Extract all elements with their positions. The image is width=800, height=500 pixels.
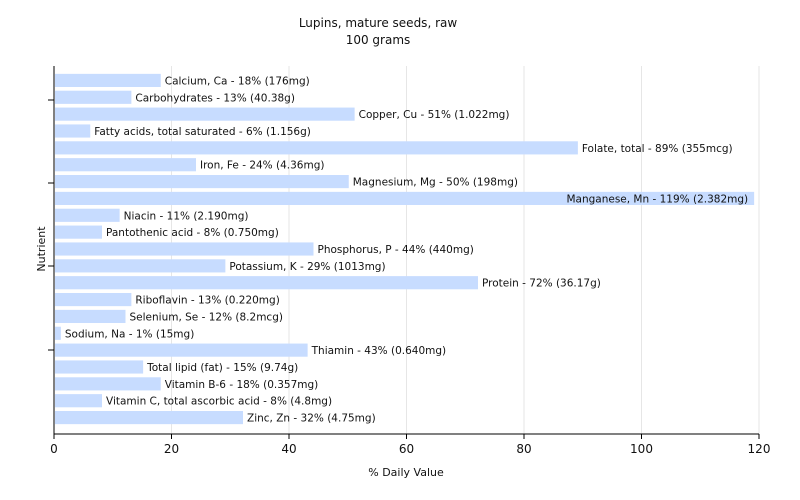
bar — [55, 377, 161, 391]
bar — [55, 360, 144, 374]
bar — [55, 259, 226, 273]
y-axis-title: Nutrient — [35, 226, 48, 272]
bar — [55, 141, 578, 155]
bar-data-label: Carbohydrates - 13% (40.38g) — [135, 92, 295, 104]
bar-data-label: Zinc, Zn - 32% (4.75mg) — [247, 413, 376, 425]
bar — [55, 242, 314, 256]
bar-data-label: Potassium, K - 29% (1013mg) — [229, 261, 385, 273]
bars: Calcium, Ca - 18% (176mg) Carbohydrates -… — [55, 73, 755, 425]
bar — [55, 309, 126, 324]
bar-data-label: Manganese, Mn - 119% (2.382mg) — [566, 193, 748, 205]
chart-subtitle: 100 grams — [346, 33, 411, 47]
bar-data-label: Selenium, Se - 12% (8.2mcg) — [130, 311, 283, 323]
bar — [55, 208, 120, 222]
bar-data-label: Phosphorus, P - 44% (440mg) — [318, 244, 474, 256]
bar-data-label: Sodium, Na - 1% (15mg) — [65, 328, 194, 340]
x-tick-label: 0 — [50, 442, 58, 456]
bar-data-label: Fatty acids, total saturated - 6% (1.156… — [94, 126, 311, 138]
bar-data-label: Vitamin B-6 - 18% (0.357mg) — [165, 379, 319, 391]
bar-data-label: Iron, Fe - 24% (4.36mg) — [200, 160, 324, 172]
x-axis-title: % Daily Value — [368, 466, 444, 479]
bar — [55, 174, 349, 189]
bar — [55, 410, 243, 425]
bar — [55, 191, 755, 206]
bar-data-label: Vitamin C, total ascorbic acid - 8% (4.8… — [106, 396, 332, 408]
x-tick-label: 80 — [516, 442, 531, 456]
bar — [55, 394, 102, 408]
bar-data-label: Thiamin - 43% (0.640mg) — [311, 345, 447, 357]
bar — [55, 292, 132, 307]
x-tick-label: 40 — [281, 442, 296, 456]
bar-data-label: Folate, total - 89% (355mcg) — [582, 143, 733, 155]
bar — [55, 73, 161, 88]
bar — [55, 124, 91, 138]
bar — [55, 90, 132, 104]
bar — [55, 158, 196, 172]
bar — [55, 276, 478, 290]
bar — [55, 343, 308, 357]
x-tick-label: 60 — [399, 442, 414, 456]
x-tick-label: 120 — [748, 442, 771, 456]
bar-data-label: Calcium, Ca - 18% (176mg) — [165, 75, 310, 87]
bar-data-label: Copper, Cu - 51% (1.022mg) — [359, 109, 510, 121]
x-tick-label: 20 — [164, 442, 179, 456]
bar — [55, 225, 102, 239]
gridlines — [171, 66, 760, 434]
bar — [55, 326, 61, 340]
bar — [55, 107, 355, 121]
bar-data-label: Niacin - 11% (2.190mg) — [124, 210, 249, 222]
bar-data-label: Pantothenic acid - 8% (0.750mg) — [106, 227, 279, 239]
chart-title: Lupins, mature seeds, raw — [299, 16, 458, 30]
bar-data-label: Protein - 72% (36.17g) — [482, 278, 601, 290]
x-axis-ticks: 0 20 40 60 80 100 120 — [50, 434, 770, 456]
x-tick-label: 100 — [630, 442, 653, 456]
bar-data-label: Total lipid (fat) - 15% (9.74g) — [146, 362, 298, 374]
bar-data-label: Magnesium, Mg - 50% (198mg) — [353, 177, 518, 189]
bar-data-label: Riboflavin - 13% (0.220mg) — [135, 295, 279, 307]
